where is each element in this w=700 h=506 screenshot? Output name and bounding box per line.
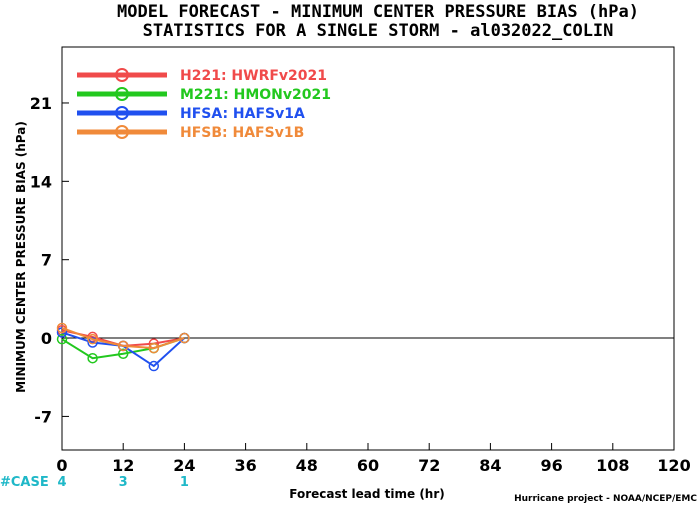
series-4-point bbox=[87, 333, 98, 345]
x-tick-label: 48 bbox=[296, 456, 318, 475]
case-count: 1 bbox=[180, 475, 189, 490]
x-tick-label: 0 bbox=[56, 456, 67, 475]
y-tick-label: 21 bbox=[30, 94, 52, 113]
y-tick-label: 14 bbox=[30, 172, 52, 191]
legend-marker-3 bbox=[115, 106, 129, 120]
credit-text: Hurricane project - NOAA/NCEP/EMC bbox=[514, 494, 697, 504]
legend-label-4: HFSB: HAFSv1B bbox=[180, 125, 304, 141]
legend-marker-2 bbox=[115, 87, 129, 101]
chart-title: MODEL FORECAST - MINIMUM CENTER PRESSURE… bbox=[117, 2, 639, 22]
legend-label-2: M221: HMONv2021 bbox=[180, 87, 331, 103]
case-count: 4 bbox=[57, 475, 66, 490]
case-count: 3 bbox=[119, 475, 128, 490]
series-3-point bbox=[87, 337, 98, 348]
series-line-4 bbox=[61, 327, 185, 350]
series-4-point bbox=[56, 322, 68, 334]
x-tick-label: 72 bbox=[418, 456, 440, 475]
x-tick-label: 84 bbox=[479, 456, 501, 475]
y-tick-label: -7 bbox=[34, 407, 52, 426]
legend-label-3: HFSA: HAFSv1A bbox=[180, 106, 305, 122]
x-tick-label: 96 bbox=[540, 456, 562, 475]
legend-marker-1 bbox=[115, 68, 129, 82]
y-tick-label: 0 bbox=[41, 329, 52, 348]
y-tick-label: 7 bbox=[41, 251, 52, 270]
x-tick-label: 120 bbox=[657, 456, 690, 475]
case-label: #CASE bbox=[0, 475, 49, 490]
series-3-point bbox=[56, 327, 68, 338]
chart-subtitle: STATISTICS FOR A SINGLE STORM - al032022… bbox=[143, 21, 614, 41]
x-tick-label: 60 bbox=[357, 456, 379, 475]
x-tick-label: 36 bbox=[234, 456, 256, 475]
series-2-point bbox=[87, 352, 98, 364]
legend-label-1: H221: HWRFv2021 bbox=[180, 68, 327, 84]
series-3-point bbox=[148, 360, 160, 372]
series-4-point bbox=[117, 340, 129, 352]
series-4-point bbox=[179, 332, 190, 344]
series-2-point bbox=[56, 333, 68, 345]
x-tick-label: 24 bbox=[173, 456, 195, 475]
legend-marker-4 bbox=[115, 125, 129, 139]
x-tick-label: 12 bbox=[112, 456, 134, 475]
series-2-point bbox=[117, 348, 129, 359]
x-tick-label: 108 bbox=[596, 456, 629, 475]
plot-frame bbox=[61, 46, 675, 451]
y-axis-label: MINIMUM CENTER PRESSURE BIAS (hPa) bbox=[14, 121, 28, 393]
x-axis-label: Forecast lead time (hr) bbox=[289, 487, 445, 501]
series-4-point bbox=[148, 342, 160, 354]
